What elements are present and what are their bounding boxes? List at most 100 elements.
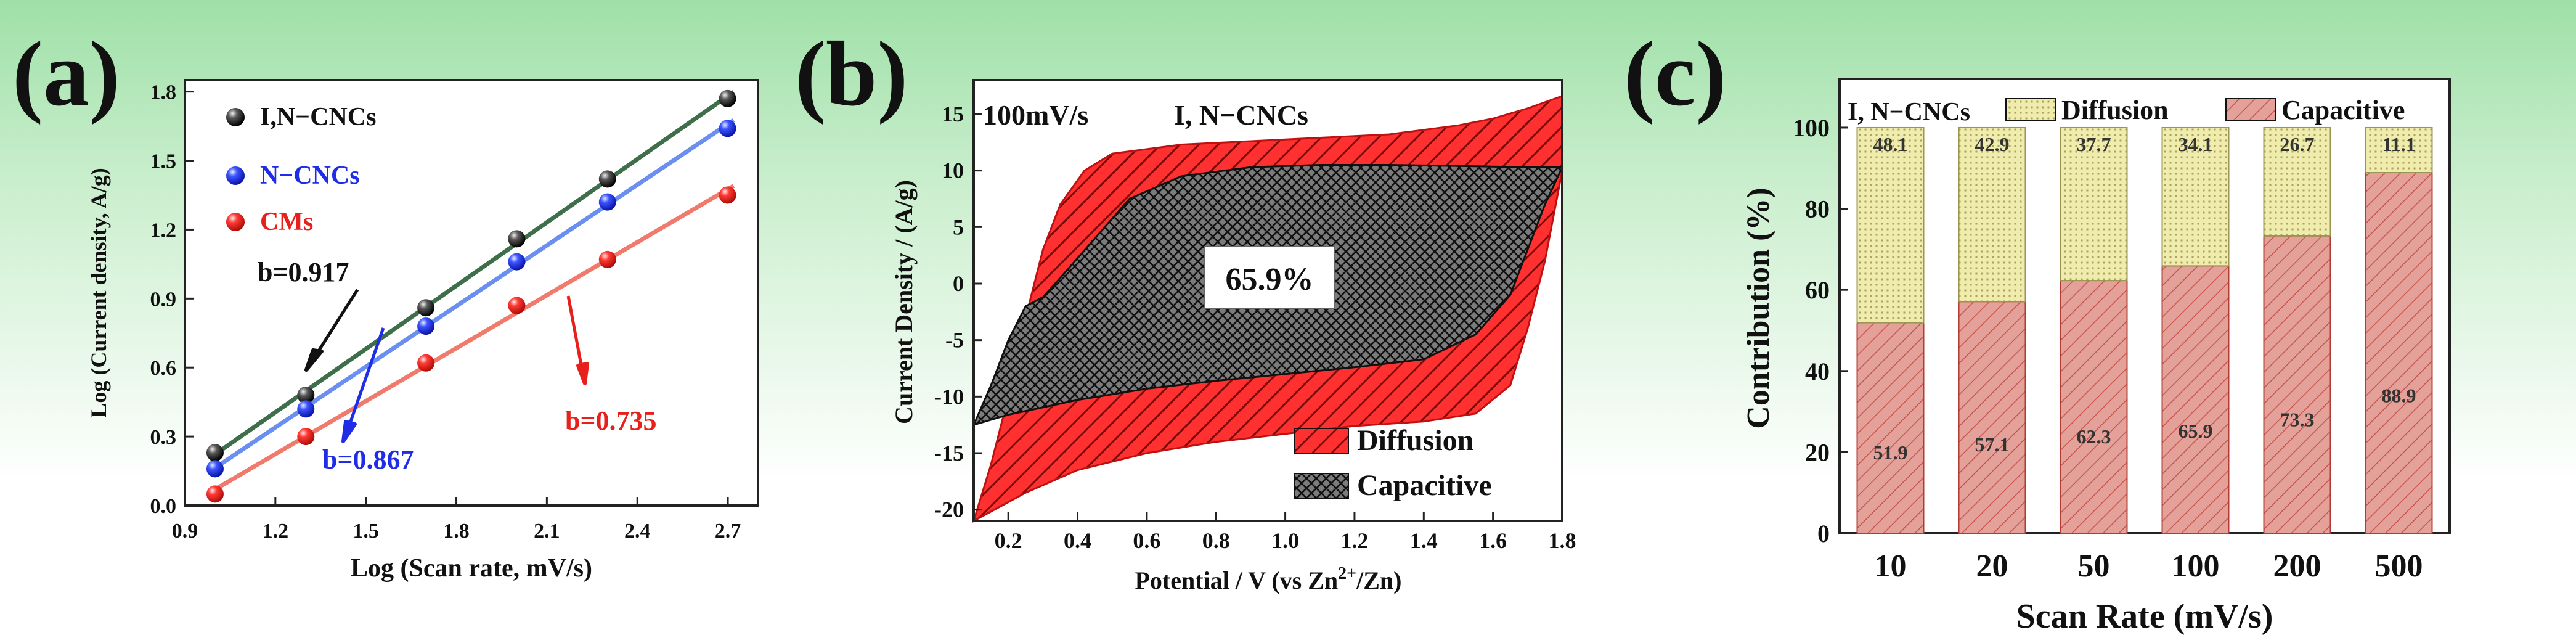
x-tick-label: 2.1	[534, 520, 560, 543]
legend-label-cms: CMs	[260, 208, 313, 236]
legend-marker-cms	[226, 213, 245, 231]
panel-a-x-tick-labels: 0.9 1.2 1.5 1.8 2.1 2.4 2.7	[172, 520, 741, 543]
x-tick-label: 0.2	[995, 528, 1022, 553]
panel-c: (c) 51.9 48.1 57.1 42.9 62.3 37.7 65.9 34.1 73.3…	[1624, 23, 2451, 636]
slope-label-ncncs: b=0.867	[322, 444, 414, 475]
panel-c-y-axis-title: Contribution (%)	[1741, 187, 1776, 428]
x-tick-label: 1.8	[443, 520, 470, 543]
y-tick-label: 10	[942, 158, 964, 183]
legend-swatch-diffusion-c	[2005, 98, 2056, 121]
panel-b-axis-ticks	[974, 113, 1563, 521]
x-tick-label: 1.6	[1479, 528, 1507, 553]
bar-label-capacitive: 51.9	[1873, 441, 1908, 464]
y-tick-label: 0	[953, 271, 964, 296]
panel-b-legend: Diffusion Capacitive	[1294, 424, 1492, 502]
data-point-series-0	[417, 299, 435, 317]
x-tick-label: 10	[1875, 549, 1907, 584]
slope-arrow-incncs	[314, 289, 359, 357]
y-tick-label: 15	[942, 102, 964, 126]
bar-capacitive-10	[1856, 322, 1925, 534]
panel-c-legend: Diffusion Capacitive	[2005, 95, 2405, 125]
panel-c-y-tick-labels: 0 20 40 60 80 100	[1793, 114, 1830, 547]
y-tick-label: -10	[934, 384, 964, 409]
capacitive-percent-box	[1204, 246, 1335, 309]
legend-swatch-capacitive-c	[2225, 98, 2276, 121]
panel-c-sample: I, N−CNCs	[1848, 98, 1970, 126]
bar-capacitive-100	[2161, 265, 2230, 534]
bar-capacitive-200	[2263, 235, 2331, 534]
panel-a-data-points	[206, 89, 736, 503]
data-point-series-2	[206, 485, 224, 503]
fit-line-0	[208, 90, 735, 461]
panel-c-bars	[1856, 126, 2433, 534]
capacitive-percent: 65.9%	[1226, 262, 1314, 297]
data-point-series-0	[508, 230, 526, 248]
panel-a-label: (a)	[12, 23, 120, 125]
x-tick-label: 1.0	[1271, 528, 1299, 553]
x-tick-label: 1.4	[1410, 528, 1438, 553]
y-tick-label: 20	[1805, 438, 1830, 466]
y-tick-label: -15	[934, 441, 964, 465]
data-point-series-1	[417, 317, 435, 335]
panel-a-x-axis-title: Log (Scan rate, mV/s)	[351, 554, 592, 583]
data-point-series-1	[598, 193, 616, 211]
slope-label-incncs: b=0.917	[258, 257, 349, 287]
y-tick-label: 1.5	[150, 150, 177, 173]
y-tick-label: 1.2	[150, 219, 177, 242]
fit-line-1	[208, 118, 735, 474]
panel-b-x-axis-title: Potential / V (vs Zn2+/Zn)	[1135, 564, 1402, 594]
bar-label-capacitive: 73.3	[2280, 409, 2315, 431]
data-point-series-2	[417, 354, 435, 372]
data-point-series-0	[719, 89, 736, 107]
panel-c-x-axis-title: Scan Rate (mV/s)	[2016, 597, 2273, 636]
y-tick-label: 0.3	[150, 426, 177, 449]
bar-capacitive-20	[1958, 301, 2026, 534]
x-tick-label: 1.2	[263, 520, 289, 543]
bar-label-diffusion: 34.1	[2179, 133, 2213, 155]
slope-arrow-cms	[566, 295, 584, 369]
bar-label-diffusion: 26.7	[2280, 133, 2315, 155]
x-axis-title-main: Potential / V (vs Zn	[1135, 567, 1339, 594]
legend-label-capacitive-c: Capacitive	[2281, 95, 2405, 125]
bar-diffusion-200	[2263, 126, 2331, 237]
bar-diffusion-10	[1856, 126, 1925, 324]
slope-arrow-ncncs	[347, 327, 385, 427]
y-tick-label: 0.6	[150, 357, 177, 380]
panel-c-bar-labels: 51.9 48.1 57.1 42.9 62.3 37.7 65.9 34.1 73.3 26.7…	[1873, 133, 2416, 464]
bar-capacitive-500	[2365, 172, 2433, 534]
x-axis-title-tail: /Zn)	[1356, 567, 1401, 594]
x-tick-label: 20	[1976, 549, 2008, 584]
panel-b-y-axis-title: Current Density / (A/g)	[890, 180, 918, 424]
data-point-series-0	[598, 170, 616, 188]
bar-diffusion-50	[2060, 126, 2128, 282]
panel-a-y-axis-title: Log (Current density, A/g)	[86, 168, 111, 417]
panel-a-legend: I,N−CNCs N−CNCs CMs	[226, 103, 376, 236]
x-tick-label: 1.5	[353, 520, 379, 543]
data-point-series-0	[297, 386, 315, 404]
x-tick-label: 0.6	[1133, 528, 1160, 553]
bar-diffusion-100	[2161, 126, 2230, 267]
panel-b: (b) 0.2 0.4 0.6 0.8 1.0 1.2 1.4 1.6 1.8 -20 -15 -1…	[795, 23, 1576, 594]
y-tick-label: 100	[1793, 114, 1830, 142]
fit-line-2	[208, 184, 735, 495]
slope-label-cms: b=0.735	[565, 406, 657, 436]
panel-b-label: (b)	[795, 23, 908, 125]
x-tick-label: 100	[2172, 549, 2220, 584]
bar-label-capacitive: 88.9	[2382, 385, 2416, 407]
panel-b-scan-rate: 100mV/s	[983, 99, 1088, 131]
y-tick-label: 80	[1805, 195, 1830, 223]
data-point-series-1	[297, 400, 315, 418]
y-tick-label: 1.8	[150, 81, 177, 104]
panel-a-plot-frame	[184, 79, 759, 507]
bar-label-diffusion: 48.1	[1873, 133, 1908, 155]
legend-label-capacitive: Capacitive	[1357, 469, 1492, 502]
panel-a: (a) 0.9 1.2 1.5 1.8 2.1 2.4 2.7 0.0 0.3 0.6 0.9 1.…	[12, 23, 759, 583]
legend-swatch-capacitive	[1294, 473, 1349, 499]
legend-marker-ncncs	[226, 166, 245, 185]
x-tick-label: 1.2	[1340, 528, 1368, 553]
legend-swatch-diffusion	[1294, 428, 1349, 454]
data-point-series-2	[719, 186, 736, 204]
x-tick-label: 0.9	[172, 520, 198, 543]
panel-c-label: (c)	[1624, 23, 1726, 125]
bar-label-diffusion: 11.1	[2382, 133, 2415, 155]
